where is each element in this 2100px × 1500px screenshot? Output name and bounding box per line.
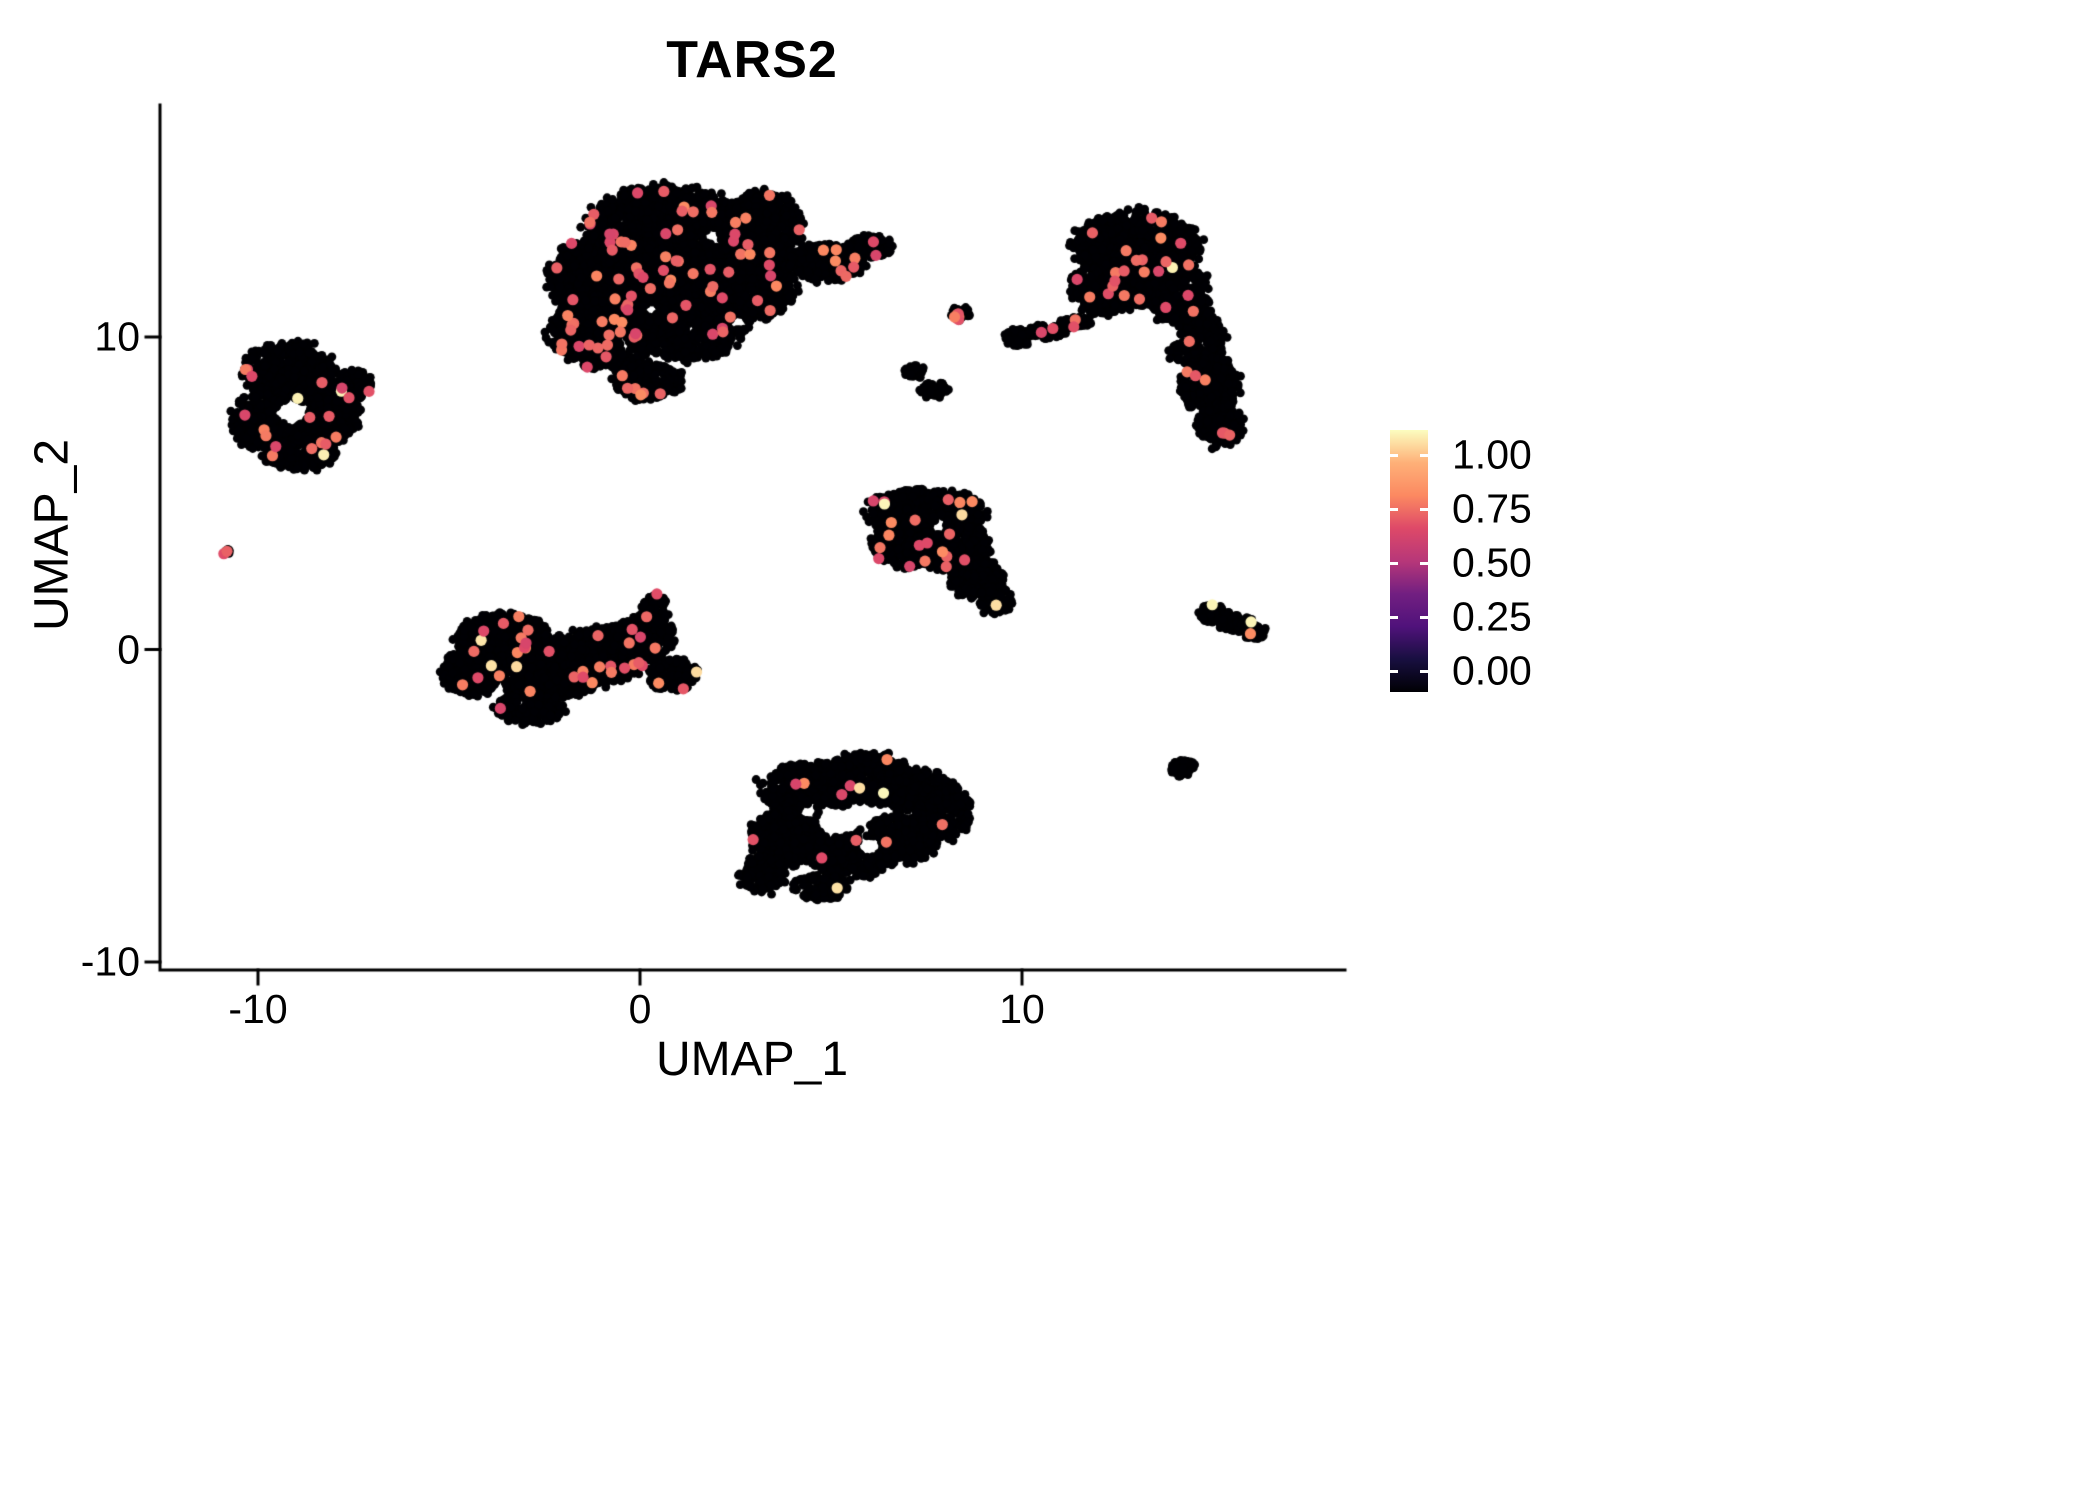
legend-gradient bbox=[1390, 430, 1428, 692]
legend-tick-mark bbox=[1390, 562, 1398, 565]
y-tick-label: 0 bbox=[117, 626, 140, 673]
x-tick-label: -10 bbox=[228, 986, 288, 1032]
colorbar-legend: 1.00 0.75 0.50 0.25 0.00 bbox=[1390, 430, 1670, 694]
legend-tick-mark bbox=[1390, 508, 1398, 511]
y-axis-title: UMAP_2 bbox=[25, 438, 79, 632]
legend-tick-mark bbox=[1420, 454, 1428, 457]
x-tick-label: 0 bbox=[628, 986, 652, 1032]
y-tick-label: 10 bbox=[94, 313, 140, 360]
legend-tick-label: 0.25 bbox=[1452, 593, 1532, 640]
legend-tick-label: 1.00 bbox=[1452, 431, 1532, 478]
legend-tick-mark bbox=[1390, 670, 1398, 673]
x-tick-label: 10 bbox=[999, 986, 1045, 1032]
legend-tick-mark bbox=[1390, 454, 1398, 457]
x-axis-title: UMAP_1 bbox=[655, 1033, 849, 1086]
legend-tick-mark bbox=[1420, 508, 1428, 511]
legend-tick-mark bbox=[1420, 562, 1428, 565]
y-tick-label: -10 bbox=[80, 938, 140, 985]
legend-tick-mark bbox=[1390, 616, 1398, 619]
legend-tick-label: 0.75 bbox=[1452, 485, 1532, 532]
legend-tick-label: 0.50 bbox=[1452, 539, 1532, 586]
legend-tick-label: 0.00 bbox=[1452, 647, 1532, 694]
legend-tick-mark bbox=[1420, 670, 1428, 673]
plot-title: TARS2 bbox=[666, 31, 838, 89]
legend-tick-mark bbox=[1420, 616, 1428, 619]
